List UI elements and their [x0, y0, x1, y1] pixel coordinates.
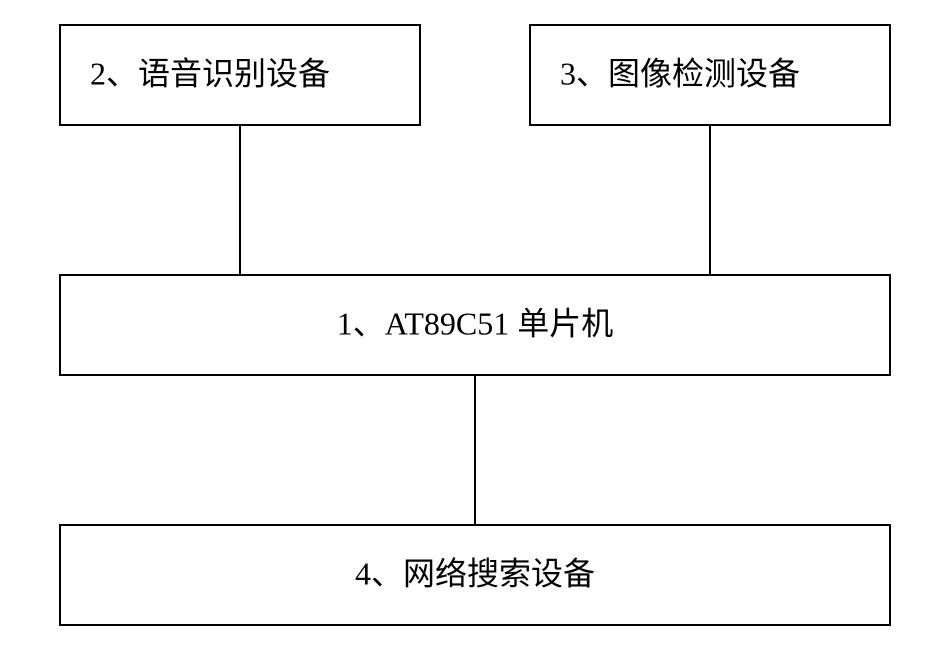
node-label-node1: 1、AT89C51 单片机 — [337, 305, 613, 341]
node-node2: 2、语音识别设备 — [60, 25, 420, 125]
node-label-node4: 4、网络搜索设备 — [355, 555, 595, 591]
node-node3: 3、图像检测设备 — [530, 25, 890, 125]
node-node4: 4、网络搜索设备 — [60, 525, 890, 625]
node-label-node2: 2、语音识别设备 — [90, 55, 330, 91]
node-label-node3: 3、图像检测设备 — [560, 55, 800, 91]
node-node1: 1、AT89C51 单片机 — [60, 275, 890, 375]
flowchart-canvas: 2、语音识别设备 3、图像检测设备 1、AT89C51 单片机 4、网络搜索设备 — [0, 0, 952, 664]
